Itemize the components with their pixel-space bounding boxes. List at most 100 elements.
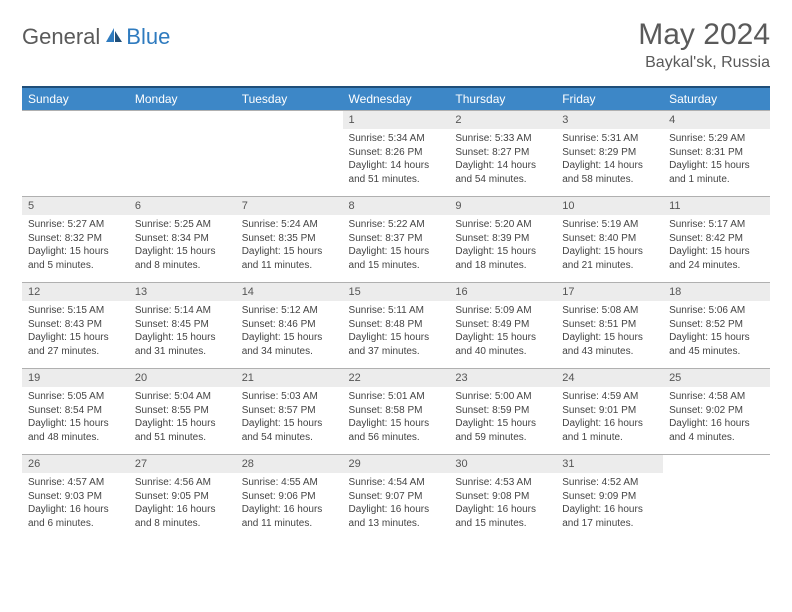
day-number: 12 [22,283,129,301]
daylight-line: Daylight: 15 hours and 54 minutes. [242,417,337,444]
sunset-line: Sunset: 8:45 PM [135,318,230,332]
calendar-day-cell [22,111,129,197]
daylight-line: Daylight: 16 hours and 11 minutes. [242,503,337,530]
day-number: 10 [556,197,663,215]
daylight-line: Daylight: 14 hours and 51 minutes. [349,159,444,186]
day-body: Sunrise: 5:04 AMSunset: 8:55 PMDaylight:… [129,387,236,448]
calendar-day-cell: 10Sunrise: 5:19 AMSunset: 8:40 PMDayligh… [556,197,663,283]
sunset-line: Sunset: 8:26 PM [349,146,444,160]
day-body: Sunrise: 5:14 AMSunset: 8:45 PMDaylight:… [129,301,236,362]
daylight-line: Daylight: 16 hours and 1 minute. [562,417,657,444]
day-body: Sunrise: 5:12 AMSunset: 8:46 PMDaylight:… [236,301,343,362]
day-body: Sunrise: 4:52 AMSunset: 9:09 PMDaylight:… [556,473,663,534]
day-body: Sunrise: 5:22 AMSunset: 8:37 PMDaylight:… [343,215,450,276]
day-number: 20 [129,369,236,387]
sunset-line: Sunset: 9:08 PM [455,490,550,504]
sunset-line: Sunset: 8:37 PM [349,232,444,246]
calendar-day-cell: 17Sunrise: 5:08 AMSunset: 8:51 PMDayligh… [556,283,663,369]
daylight-line: Daylight: 16 hours and 17 minutes. [562,503,657,530]
day-body: Sunrise: 5:27 AMSunset: 8:32 PMDaylight:… [22,215,129,276]
calendar-day-cell: 24Sunrise: 4:59 AMSunset: 9:01 PMDayligh… [556,369,663,455]
daylight-line: Daylight: 15 hours and 15 minutes. [349,245,444,272]
sunrise-line: Sunrise: 5:12 AM [242,304,337,318]
day-body: Sunrise: 5:15 AMSunset: 8:43 PMDaylight:… [22,301,129,362]
day-body: Sunrise: 5:20 AMSunset: 8:39 PMDaylight:… [449,215,556,276]
calendar-day-cell: 23Sunrise: 5:00 AMSunset: 8:59 PMDayligh… [449,369,556,455]
calendar-week-row: 5Sunrise: 5:27 AMSunset: 8:32 PMDaylight… [22,197,770,283]
sunrise-line: Sunrise: 5:25 AM [135,218,230,232]
sunrise-line: Sunrise: 5:00 AM [455,390,550,404]
sunrise-line: Sunrise: 4:59 AM [562,390,657,404]
sunset-line: Sunset: 8:27 PM [455,146,550,160]
calendar-day-cell: 27Sunrise: 4:56 AMSunset: 9:05 PMDayligh… [129,455,236,541]
day-body: Sunrise: 5:34 AMSunset: 8:26 PMDaylight:… [343,129,450,190]
day-number: 27 [129,455,236,473]
logo-text-blue: Blue [126,24,170,50]
calendar-week-row: 1Sunrise: 5:34 AMSunset: 8:26 PMDaylight… [22,111,770,197]
sunset-line: Sunset: 8:39 PM [455,232,550,246]
calendar-header-row: SundayMondayTuesdayWednesdayThursdayFrid… [22,87,770,111]
calendar-day-cell: 25Sunrise: 4:58 AMSunset: 9:02 PMDayligh… [663,369,770,455]
sunrise-line: Sunrise: 4:52 AM [562,476,657,490]
day-body: Sunrise: 4:54 AMSunset: 9:07 PMDaylight:… [343,473,450,534]
calendar-day-cell: 19Sunrise: 5:05 AMSunset: 8:54 PMDayligh… [22,369,129,455]
day-body: Sunrise: 5:29 AMSunset: 8:31 PMDaylight:… [663,129,770,190]
sunset-line: Sunset: 8:52 PM [669,318,764,332]
day-body: Sunrise: 4:59 AMSunset: 9:01 PMDaylight:… [556,387,663,448]
day-number: 26 [22,455,129,473]
day-body: Sunrise: 5:00 AMSunset: 8:59 PMDaylight:… [449,387,556,448]
sunset-line: Sunset: 8:55 PM [135,404,230,418]
sunset-line: Sunset: 8:32 PM [28,232,123,246]
calendar-day-cell: 14Sunrise: 5:12 AMSunset: 8:46 PMDayligh… [236,283,343,369]
calendar-day-cell [663,455,770,541]
weekday-header: Thursday [449,87,556,111]
day-number: 5 [22,197,129,215]
calendar-day-cell: 5Sunrise: 5:27 AMSunset: 8:32 PMDaylight… [22,197,129,283]
daylight-line: Daylight: 15 hours and 5 minutes. [28,245,123,272]
day-body: Sunrise: 5:24 AMSunset: 8:35 PMDaylight:… [236,215,343,276]
calendar-day-cell: 16Sunrise: 5:09 AMSunset: 8:49 PMDayligh… [449,283,556,369]
daylight-line: Daylight: 15 hours and 48 minutes. [28,417,123,444]
sunrise-line: Sunrise: 5:17 AM [669,218,764,232]
calendar-week-row: 19Sunrise: 5:05 AMSunset: 8:54 PMDayligh… [22,369,770,455]
day-number: 2 [449,111,556,129]
calendar-day-cell: 31Sunrise: 4:52 AMSunset: 9:09 PMDayligh… [556,455,663,541]
calendar-week-row: 12Sunrise: 5:15 AMSunset: 8:43 PMDayligh… [22,283,770,369]
sunrise-line: Sunrise: 5:27 AM [28,218,123,232]
sunset-line: Sunset: 8:59 PM [455,404,550,418]
sunrise-line: Sunrise: 5:04 AM [135,390,230,404]
daylight-line: Daylight: 15 hours and 31 minutes. [135,331,230,358]
sunrise-line: Sunrise: 5:15 AM [28,304,123,318]
sunrise-line: Sunrise: 5:05 AM [28,390,123,404]
calendar-day-cell: 9Sunrise: 5:20 AMSunset: 8:39 PMDaylight… [449,197,556,283]
day-number: 21 [236,369,343,387]
calendar-day-cell [129,111,236,197]
sunset-line: Sunset: 8:46 PM [242,318,337,332]
daylight-line: Daylight: 15 hours and 21 minutes. [562,245,657,272]
sunrise-line: Sunrise: 4:58 AM [669,390,764,404]
sunset-line: Sunset: 8:35 PM [242,232,337,246]
sunset-line: Sunset: 8:34 PM [135,232,230,246]
logo-text-general: General [22,24,100,50]
day-number: 3 [556,111,663,129]
day-number: 6 [129,197,236,215]
day-number: 25 [663,369,770,387]
sunset-line: Sunset: 8:58 PM [349,404,444,418]
day-body: Sunrise: 5:05 AMSunset: 8:54 PMDaylight:… [22,387,129,448]
sunrise-line: Sunrise: 5:14 AM [135,304,230,318]
daylight-line: Daylight: 16 hours and 4 minutes. [669,417,764,444]
sunset-line: Sunset: 8:49 PM [455,318,550,332]
sunrise-line: Sunrise: 5:01 AM [349,390,444,404]
weekday-header: Friday [556,87,663,111]
day-number: 9 [449,197,556,215]
sunrise-line: Sunrise: 5:24 AM [242,218,337,232]
sunset-line: Sunset: 9:06 PM [242,490,337,504]
day-body: Sunrise: 5:08 AMSunset: 8:51 PMDaylight:… [556,301,663,362]
sunrise-line: Sunrise: 5:31 AM [562,132,657,146]
daylight-line: Daylight: 15 hours and 34 minutes. [242,331,337,358]
day-body: Sunrise: 5:06 AMSunset: 8:52 PMDaylight:… [663,301,770,362]
day-body: Sunrise: 5:25 AMSunset: 8:34 PMDaylight:… [129,215,236,276]
sunset-line: Sunset: 8:40 PM [562,232,657,246]
day-number: 31 [556,455,663,473]
day-number: 22 [343,369,450,387]
